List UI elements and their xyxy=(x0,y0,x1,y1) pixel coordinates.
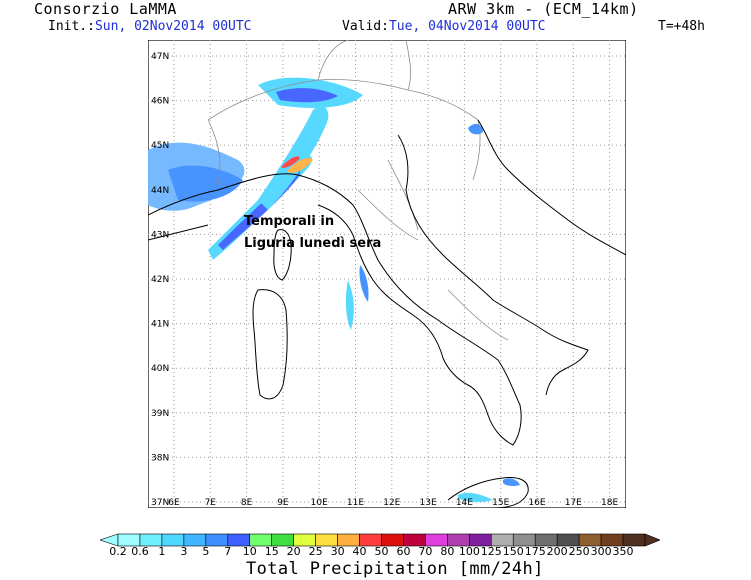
lon-tick-label: 16E xyxy=(528,498,545,508)
country-borders xyxy=(207,40,509,341)
colorbar-label: 175 xyxy=(524,545,546,558)
colorbar-label: 1 xyxy=(158,545,166,558)
colorbar-label: 7 xyxy=(224,545,232,558)
colorbar-labels: 0.2 0.6 1 3 5 7 10 15 20 25 30 40 50 60 70 80 100 125 150 1… xyxy=(108,545,668,559)
lon-tick-label: 12E xyxy=(383,498,400,508)
colorbar-label: 100 xyxy=(458,545,480,558)
colorbar-label: 150 xyxy=(502,545,524,558)
lon-tick-label: 13E xyxy=(420,498,437,508)
lon-tick-label: 7E xyxy=(205,498,217,508)
lat-tick-label: 38N xyxy=(151,453,169,463)
colorbar-label: 350 xyxy=(612,545,634,558)
lon-tick-label: 15E xyxy=(492,498,509,508)
valid-prefix: Valid: xyxy=(342,19,389,34)
colorbar-label: 70 xyxy=(418,545,433,558)
lat-tick-label: 41N xyxy=(151,320,169,330)
lon-tick-label: 8E xyxy=(241,498,253,508)
lon-tick-label: 6E xyxy=(168,498,180,508)
lat-tick-label: 42N xyxy=(151,275,169,285)
colorbar-label: 0.6 xyxy=(131,545,149,558)
colorbar-label: 300 xyxy=(590,545,612,558)
colorbar-label: 30 xyxy=(330,545,345,558)
precipitation-areas xyxy=(148,77,520,503)
lon-tick-label: 17E xyxy=(565,498,582,508)
colorbar-label: 20 xyxy=(286,545,301,558)
colorbar-label: 0.2 xyxy=(109,545,127,558)
precipitation-map: 47N 46N 45N 44N 43N 42N 41N 40N 39N 38N 37N 6E 7E 8E 9… xyxy=(148,40,626,508)
organization-title: Consorzio LaMMA xyxy=(34,0,177,18)
valid-time: Tue, 04Nov2014 00UTC xyxy=(388,19,546,34)
lat-tick-label: 47N xyxy=(151,52,169,62)
lat-tick-label: 44N xyxy=(151,186,169,196)
colorbar-label: 15 xyxy=(264,545,279,558)
colorbar-label: 250 xyxy=(568,545,590,558)
lon-tick-label: 10E xyxy=(311,498,328,508)
init-prefix: Init.: xyxy=(48,19,95,34)
lat-tick-label: 40N xyxy=(151,364,169,374)
colorbar-title: Total Precipitation [mm/24h] xyxy=(246,559,544,579)
colorbar-label: 80 xyxy=(440,545,455,558)
lon-tick-label: 9E xyxy=(277,498,289,508)
colorbar-label: 200 xyxy=(546,545,568,558)
lat-tick-label: 43N xyxy=(151,230,169,240)
lat-tick-label: 37N xyxy=(151,498,169,508)
forecast-step: T=+48h xyxy=(658,19,705,34)
model-title: ARW 3km - (ECM_14km) xyxy=(448,0,639,18)
coastlines xyxy=(148,119,626,508)
lon-tick-label: 11E xyxy=(347,498,364,508)
lon-tick-label: 14E xyxy=(456,498,473,508)
colorbar-label: 40 xyxy=(352,545,367,558)
init-time: Sun, 02Nov2014 00UTC xyxy=(94,19,252,34)
colorbar-label: 50 xyxy=(374,545,389,558)
valid-time-label: Valid:Tue, 04Nov2014 00UTC xyxy=(342,19,546,34)
colorbar xyxy=(100,533,660,547)
init-time-label: Init.:Sun, 02Nov2014 00UTC xyxy=(48,19,252,34)
colorbar-label: 60 xyxy=(396,545,411,558)
colorbar-label: 10 xyxy=(242,545,257,558)
colorbar-label: 125 xyxy=(480,545,502,558)
annotation-text: Temporali in Liguria lunedì sera xyxy=(244,214,382,251)
lat-tick-label: 45N xyxy=(151,141,169,151)
colorbar-label: 5 xyxy=(202,545,210,558)
lat-tick-label: 39N xyxy=(151,409,169,419)
lat-tick-label: 46N xyxy=(151,97,169,107)
colorbar-high-arrow xyxy=(644,533,660,547)
colorbar-label: 25 xyxy=(308,545,323,558)
colorbar-label: 3 xyxy=(180,545,188,558)
lon-tick-label: 18E xyxy=(601,498,618,508)
